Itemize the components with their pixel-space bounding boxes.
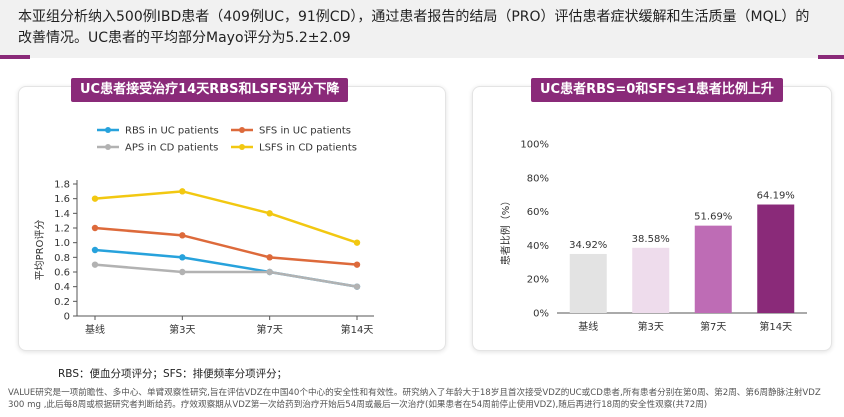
y-tick-label: 60% <box>527 207 549 218</box>
series-line <box>94 226 358 266</box>
x-tick-label: 第7天 <box>256 323 282 336</box>
series-line <box>94 190 358 244</box>
intro-line-2: 改善情况。UC患者的平均部分Mayo评分为5.2±2.09 <box>18 30 351 46</box>
y-tick-label: 1.8 <box>54 180 70 191</box>
data-point <box>266 210 273 217</box>
line-chart: 0 0.2 0.4 0.6 0.8 1.0 1.2 1.4 1.6 1.8 基线 第3天 第7天 第14天… <box>34 126 374 336</box>
x-tick-label: 第14天 <box>341 323 374 336</box>
intro-band <box>0 0 844 58</box>
accent-bar-right <box>818 55 844 59</box>
intro-text: 本亚组分析纳入500例IBD患者（409例UC，91例CD），通过患者报告的结局… <box>18 7 828 49</box>
accent-bar-left <box>0 55 30 59</box>
bar <box>569 253 607 313</box>
series-line <box>94 263 358 288</box>
y-tick-label: 0 <box>64 312 70 323</box>
y-tick-label: 40% <box>527 241 549 252</box>
bar-chart: 0% 20% 40% 60% 80% 100% 患者比例（%） 34.92% 基线 38.58% 第… <box>499 140 807 333</box>
y-axis-label: 平均PRO评分 <box>34 220 46 281</box>
y-axis-label: 患者比例（%） <box>499 196 512 266</box>
bar <box>632 247 670 313</box>
x-tick-label: 第7天 <box>700 320 726 333</box>
y-tick-label: 0.8 <box>54 253 70 264</box>
legend-marker <box>105 144 111 150</box>
data-point <box>266 254 273 261</box>
y-tick-label: 1.6 <box>54 194 70 205</box>
bar <box>757 204 795 313</box>
bar-value-label: 34.92% <box>569 240 607 251</box>
x-tick-label: 第3天 <box>638 320 664 333</box>
data-point <box>353 239 361 246</box>
legend-marker <box>105 127 111 133</box>
y-tick-label: 80% <box>527 173 549 184</box>
y-tick-label: 100% <box>520 140 549 151</box>
data-point <box>91 224 99 232</box>
x-tick-label: 基线 <box>578 320 598 333</box>
bar-chart-title: UC患者RBS=0和SFS≤1患者比例上升 <box>531 78 783 102</box>
line-chart-panel: UC患者接受治疗14天RBS和LSFS评分下降 0 0.2 0.4 0.6 0.8 1.0… <box>18 78 446 351</box>
y-tick-label: 20% <box>527 275 549 286</box>
bar-value-label: 38.58% <box>632 234 670 245</box>
bar-value-label: 51.69% <box>694 212 732 223</box>
data-point <box>91 246 99 254</box>
x-tick-label: 第3天 <box>169 323 195 336</box>
x-tick-label: 第14天 <box>759 320 792 333</box>
x-tick-label: 基线 <box>85 323 105 336</box>
legend-label: APS in CD patients <box>125 143 218 154</box>
y-tick-label: 0.6 <box>54 268 70 279</box>
bar <box>694 225 732 313</box>
data-point <box>266 268 273 276</box>
data-point <box>179 232 186 239</box>
intro-line-1: 本亚组分析纳入500例IBD患者（409例UC，91例CD），通过患者报告的结局… <box>18 9 810 25</box>
bar-value-label: 64.19% <box>757 191 795 202</box>
data-point <box>91 195 99 202</box>
bar-chart-panel: UC患者RBS=0和SFS≤1患者比例上升 0% 20% 40% 60% 80% 100%… <box>472 78 832 351</box>
study-footnote: VALUE研究是一项前瞻性、多中心、单臂观察性研究,旨在评估VDZ在中国40个中… <box>8 388 821 410</box>
y-tick-label: 0% <box>533 309 549 320</box>
y-tick-label: 1.4 <box>54 209 70 220</box>
data-point <box>91 261 99 268</box>
legend-marker <box>239 127 245 133</box>
data-point <box>179 268 186 276</box>
y-tick-label: 0.4 <box>54 282 70 293</box>
abbreviation-note: RBS：便血分项评分；SFS：排便频率分项评分； <box>58 368 288 380</box>
data-point <box>353 261 361 268</box>
legend-label: SFS in UC patients <box>259 126 351 137</box>
legend-marker <box>239 144 245 150</box>
line-chart-title: UC患者接受治疗14天RBS和LSFS评分下降 <box>71 78 349 102</box>
y-tick-label: 0.2 <box>54 297 70 308</box>
y-tick-label: 1.2 <box>54 224 70 235</box>
legend-label: RBS in UC patients <box>125 126 219 137</box>
data-point <box>179 254 186 261</box>
legend-label: LSFS in CD patients <box>259 143 357 154</box>
data-point <box>353 283 361 290</box>
y-tick-label: 1.0 <box>54 238 70 249</box>
data-point <box>179 188 186 195</box>
